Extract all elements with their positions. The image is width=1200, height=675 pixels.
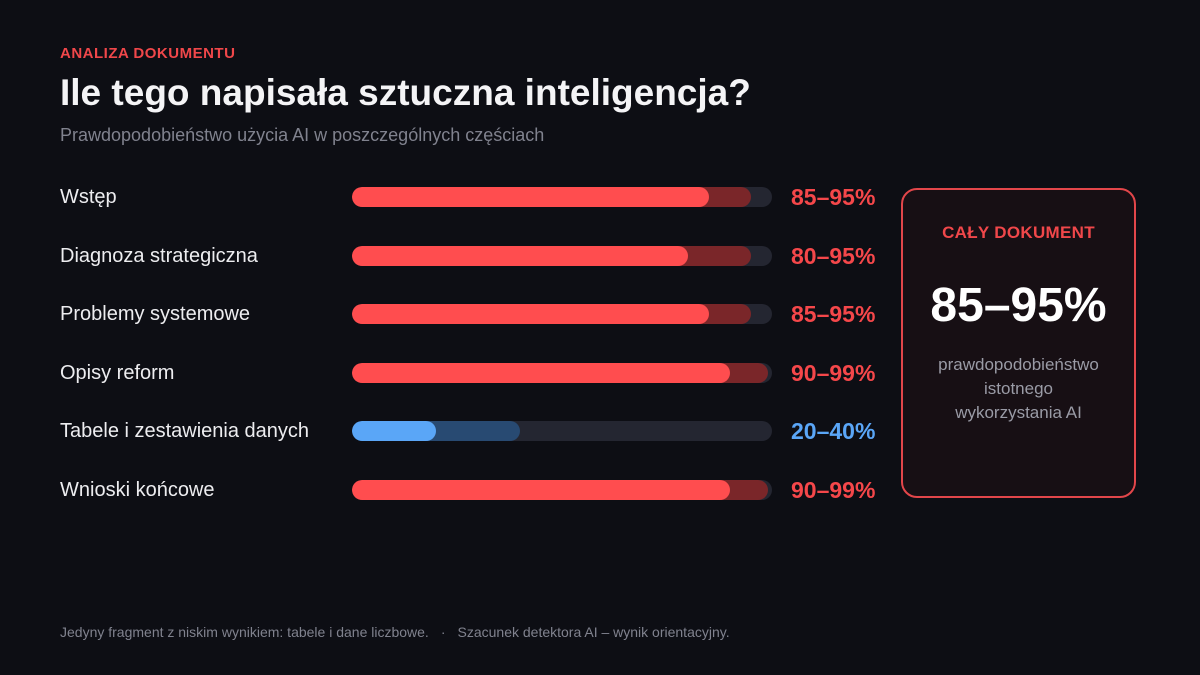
subtitle: Prawdopodobieństwo użycia AI w poszczegó… [60, 125, 545, 145]
chart-row: Wstęp 85–95% [0, 177, 900, 217]
bar-track [352, 245, 772, 266]
bar-track [352, 187, 772, 207]
bar [352, 480, 730, 500]
chart-row: Opisy reform 90–99% [0, 353, 900, 393]
summary-description-line: prawdopodobieństwo [938, 355, 1099, 374]
category-label: Wstęp [60, 186, 117, 208]
summary-label: CAŁY DOKUMENT [942, 223, 1095, 242]
page-title: Ile tego napisała sztuczna inteligencja? [60, 72, 751, 113]
summary-description-line: wykorzystania AI [955, 403, 1082, 422]
chart-row: Wnioski końcowe 90–99% [0, 470, 900, 510]
bar [352, 187, 709, 207]
bar [352, 362, 730, 383]
eyebrow: ANALIZA DOKUMENTU [60, 45, 236, 62]
data-label: 90–99% [791, 477, 876, 503]
footer-note: Jedyny fragment z niskim wynikiem: tabel… [60, 624, 429, 640]
data-label: 80–95% [791, 242, 876, 269]
summary-description: prawdopodobieństwo istotnego wykorzystan… [923, 353, 1114, 425]
chart-row: Diagnoza strategiczna 80–95% [0, 236, 900, 276]
bar [352, 245, 688, 266]
chart-row: Tabele i zestawienia danych 20–40% [0, 411, 900, 451]
data-label: 90–99% [791, 359, 876, 386]
summary-description-line: istotnego [984, 379, 1053, 398]
bar [352, 421, 436, 442]
data-label: 85–95% [791, 184, 876, 210]
bar-chart: Wstęp 85–95% Diagnoza strategiczna 80–95% Pr… [0, 177, 900, 510]
bar-track [352, 480, 772, 500]
bar-track [352, 362, 772, 383]
category-label: Opisy reform [60, 361, 175, 384]
chart-row: Problemy systemowe 85–95% [0, 294, 900, 334]
footer-separator: · [440, 624, 446, 640]
footer: Jedyny fragment z niskim wynikiem: tabel… [60, 624, 730, 640]
category-label: Problemy systemowe [60, 303, 251, 326]
summary-card: CAŁY DOKUMENT 85–95% prawdopodobieństwo … [901, 188, 1136, 498]
data-label: 85–95% [791, 301, 876, 328]
footer-note: Szacunek detektora AI – wynik orientacyj… [457, 624, 730, 640]
bar-track [352, 421, 772, 442]
bar-track [352, 304, 772, 325]
category-label: Tabele i zestawienia danych [60, 420, 310, 443]
category-label: Diagnoza strategiczna [60, 244, 258, 267]
bar [352, 304, 709, 325]
data-label: 20–40% [791, 418, 876, 445]
summary-value: 85–95% [930, 279, 1107, 332]
category-label: Wnioski końcowe [60, 479, 215, 501]
